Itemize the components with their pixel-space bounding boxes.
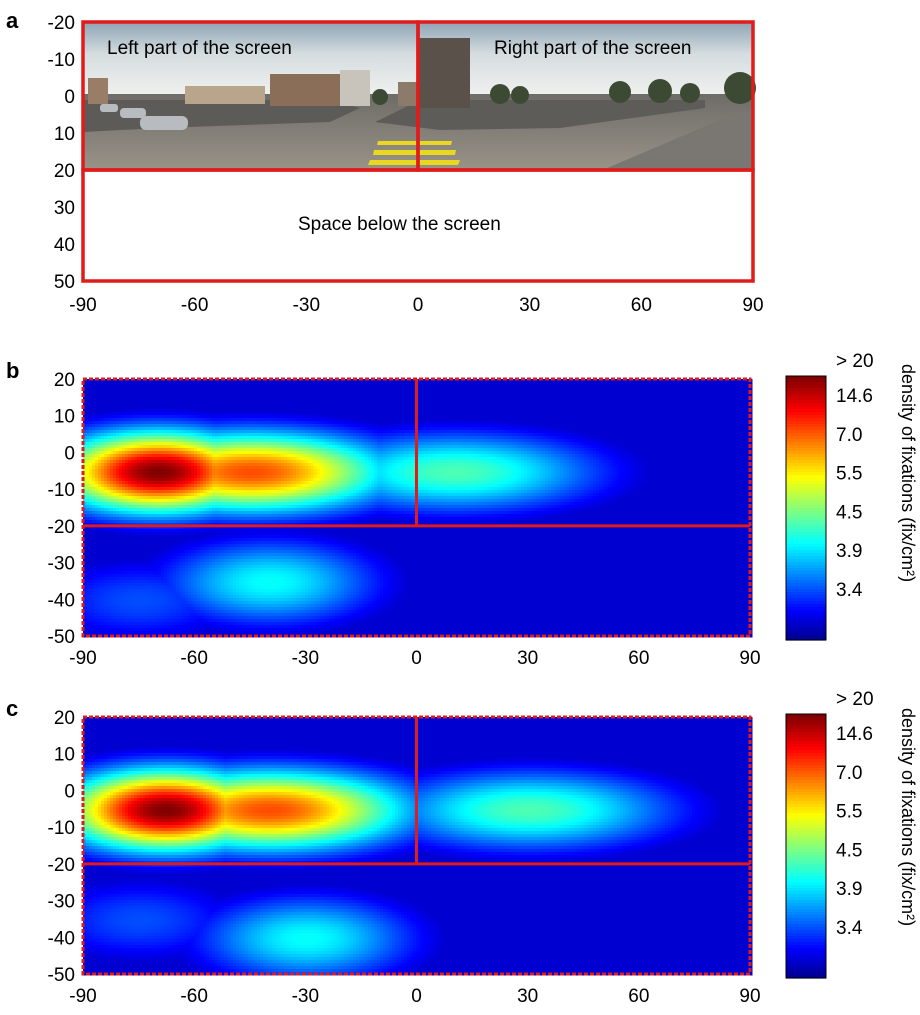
x-tick-label: 30 xyxy=(517,986,538,1007)
x-tick-label: 60 xyxy=(628,648,649,669)
y-tick-label: -20 xyxy=(48,517,75,538)
x-tick-label: 90 xyxy=(739,986,760,1007)
panel-a-plot: -90 -60 -30 0 30 60 90 -20 -10 0 10 20 30 40 50 xyxy=(48,13,764,316)
y-tick-label: 0 xyxy=(64,87,75,108)
colorbar-tick-label: > 20 xyxy=(836,689,874,710)
panel-a: a xyxy=(0,0,920,320)
y-tick-label: 0 xyxy=(64,781,75,802)
y-tick-label: -50 xyxy=(48,627,75,648)
colorbar-tick-label: 14.6 xyxy=(836,386,873,407)
x-tick-label: -60 xyxy=(180,986,207,1007)
colorbar-tick-label: 7.0 xyxy=(836,763,862,784)
y-tick-label: 50 xyxy=(54,272,75,293)
y-tick-label: 20 xyxy=(54,161,75,182)
below-region-label: Space below the screen xyxy=(298,214,501,236)
y-tick-label: -20 xyxy=(48,855,75,876)
panel-c: c -90 -60 -30 0 30 60 90 20 10 0 -10 -20 -30 -40 -50 > … xyxy=(0,678,920,1013)
x-tick-label: 0 xyxy=(413,295,424,316)
colorbar xyxy=(785,713,827,979)
colorbar-label-b: density of fixations (fix/cm²) xyxy=(897,364,918,582)
x-tick-label: 90 xyxy=(739,648,760,669)
colorbar-tick-label: 3.4 xyxy=(836,580,863,601)
colorbar xyxy=(785,375,827,641)
x-tick-label: 30 xyxy=(517,648,538,669)
y-tick-label: 20 xyxy=(54,708,75,729)
panel-letter-b: b xyxy=(6,358,19,384)
y-tick-label: 0 xyxy=(64,443,75,464)
y-tick-label: 10 xyxy=(54,124,75,145)
colorbar-tick-label: 5.5 xyxy=(836,802,862,823)
y-tick-label: -50 xyxy=(48,965,75,986)
colorbar-label-c: density of fixations (fix/cm²) xyxy=(897,708,918,926)
colorbar-tick-label: 3.9 xyxy=(836,541,862,562)
y-tick-label: -20 xyxy=(48,13,75,34)
x-tick-label: 0 xyxy=(411,648,422,669)
panel-b: b -90 -60 -30 0 30 60 90 20 10 0 -10 -20 -30 -40 -50 > … xyxy=(0,340,920,670)
region-outlines xyxy=(81,715,752,976)
y-tick-label: 20 xyxy=(54,370,75,391)
colorbar-tick-label: 3.9 xyxy=(836,879,862,900)
x-tick-label: -90 xyxy=(69,648,96,669)
colorbar-tick-label: 14.6 xyxy=(836,724,873,745)
colorbar-tick-label: 4.5 xyxy=(836,840,862,861)
panel-letter-a: a xyxy=(6,8,18,34)
colorbar-tick-label: 7.0 xyxy=(836,425,862,446)
y-tick-label: -40 xyxy=(48,590,75,611)
y-tick-label: 40 xyxy=(54,235,75,256)
x-tick-label: 60 xyxy=(631,295,652,316)
x-tick-label: -60 xyxy=(181,295,208,316)
panel-b-heatmap: -90 -60 -30 0 30 60 90 20 10 0 -10 -20 -30 -40 -50 > 20… xyxy=(48,351,874,669)
region-outline-2 xyxy=(81,168,755,283)
x-tick-label: -30 xyxy=(292,986,319,1007)
left-region-label: Left part of the screen xyxy=(107,38,292,60)
colorbar-tick-label: > 20 xyxy=(836,351,874,372)
y-tick-label: -30 xyxy=(48,892,75,913)
right-region-label: Right part of the screen xyxy=(494,38,692,60)
y-tick-label: 30 xyxy=(54,198,75,219)
x-tick-label: -90 xyxy=(69,295,96,316)
x-tick-label: 90 xyxy=(742,295,763,316)
x-tick-label: 60 xyxy=(628,986,649,1007)
y-tick-label: 10 xyxy=(54,407,75,428)
x-tick-label: -30 xyxy=(292,648,319,669)
panel-letter-c: c xyxy=(6,696,18,722)
heatmap-cells-c xyxy=(83,717,753,976)
colorbar-tick-label: 5.5 xyxy=(836,464,862,485)
y-tick-label: -10 xyxy=(48,480,75,501)
x-tick-label: -30 xyxy=(293,295,320,316)
y-tick-label: 10 xyxy=(54,745,75,766)
y-tick-label: -40 xyxy=(48,928,75,949)
colorbar-tick-label: 4.5 xyxy=(836,502,862,523)
y-tick-label: -10 xyxy=(48,50,75,71)
panel-c-heatmap: -90 -60 -30 0 30 60 90 20 10 0 -10 -20 -30 -40 -50 > 20… xyxy=(48,689,874,1007)
y-tick-label: -10 xyxy=(48,818,75,839)
heatmap-cells-b xyxy=(83,379,753,638)
x-tick-label: 30 xyxy=(519,295,540,316)
region-outlines xyxy=(81,377,752,638)
colorbar-tick-label: 3.4 xyxy=(836,918,863,939)
x-tick-label: -90 xyxy=(69,986,96,1007)
y-tick-label: -30 xyxy=(48,554,75,575)
x-tick-label: -60 xyxy=(180,648,207,669)
x-tick-label: 0 xyxy=(411,986,422,1007)
